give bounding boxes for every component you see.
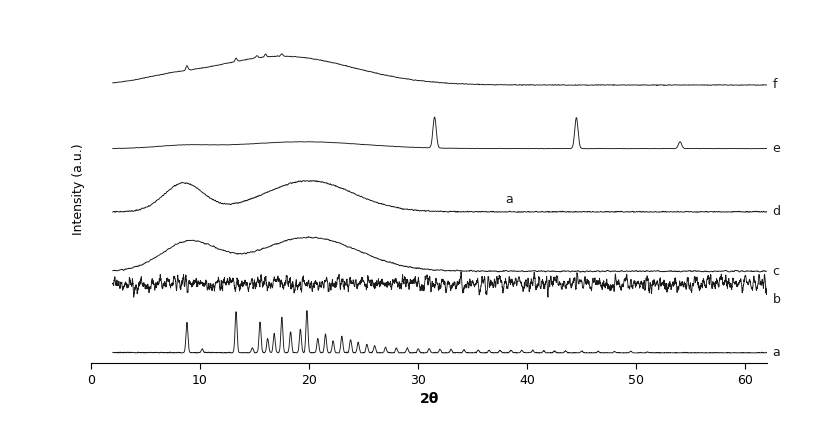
Text: d: d xyxy=(771,205,780,218)
Text: b: b xyxy=(771,293,780,306)
Y-axis label: Intensity (a.u.): Intensity (a.u.) xyxy=(72,143,85,235)
Text: a: a xyxy=(771,346,780,359)
Text: c: c xyxy=(771,265,779,278)
Text: f: f xyxy=(771,78,776,91)
Text: e: e xyxy=(771,141,780,154)
Text: a: a xyxy=(505,194,513,206)
X-axis label: 2θ: 2θ xyxy=(419,393,438,406)
